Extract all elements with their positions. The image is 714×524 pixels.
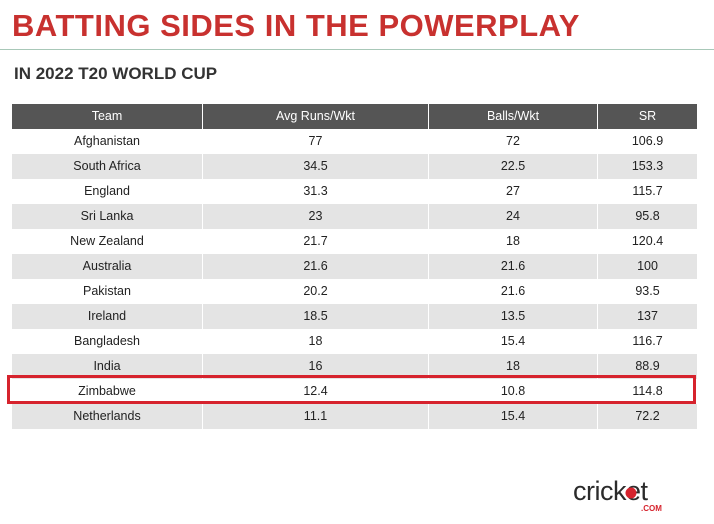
cell-balls-per-wkt: 18 (429, 229, 598, 254)
cell-balls-per-wkt: 21.6 (429, 254, 598, 279)
cell-sr: 88.9 (598, 354, 697, 379)
table-row: South Africa 34.5 22.5 153.3 (12, 154, 697, 179)
cell-avg-runs-per-wkt: 16 (203, 354, 429, 379)
table-row: Ireland 18.5 13.5 137 (12, 304, 697, 329)
table-row: England 31.3 27 115.7 (12, 179, 697, 204)
cell-sr: 116.7 (598, 329, 697, 354)
table-row: Afghanistan 77 72 106.9 (12, 129, 697, 154)
cell-sr: 95.8 (598, 204, 697, 229)
cell-sr: 93.5 (598, 279, 697, 304)
table-row: Zimbabwe 12.4 10.8 114.8 (12, 379, 697, 404)
cell-balls-per-wkt: 13.5 (429, 304, 598, 329)
cell-avg-runs-per-wkt: 11.1 (203, 404, 429, 429)
table-row: Netherlands 11.1 15.4 72.2 (12, 404, 697, 429)
stats-table: Team Avg Runs/Wkt Balls/Wkt SR Afghanist… (12, 104, 697, 429)
table-row: India 16 18 88.9 (12, 354, 697, 379)
cell-avg-runs-per-wkt: 12.4 (203, 379, 429, 404)
header-team: Team (12, 104, 203, 129)
cell-sr: 100 (598, 254, 697, 279)
cell-team: England (12, 179, 203, 204)
table-header-row: Team Avg Runs/Wkt Balls/Wkt SR (12, 104, 697, 129)
cell-sr: 115.7 (598, 179, 697, 204)
table-row: Pakistan 20.2 21.6 93.5 (12, 279, 697, 304)
cell-sr: 137 (598, 304, 697, 329)
table-row: Australia 21.6 21.6 100 (12, 254, 697, 279)
cell-team: Pakistan (12, 279, 203, 304)
cell-avg-runs-per-wkt: 34.5 (203, 154, 429, 179)
cell-team: South Africa (12, 154, 203, 179)
page-title: BATTING SIDES IN THE POWERPLAY (12, 8, 580, 43)
cell-balls-per-wkt: 21.6 (429, 279, 598, 304)
logo-ball-icon (625, 487, 637, 499)
logo-sub-text: .COM (641, 504, 662, 513)
header-avg-runs-per-wkt: Avg Runs/Wkt (203, 104, 429, 129)
cell-sr: 120.4 (598, 229, 697, 254)
highlight-box (7, 375, 696, 404)
cell-balls-per-wkt: 15.4 (429, 329, 598, 354)
cell-balls-per-wkt: 18 (429, 354, 598, 379)
cell-team: Afghanistan (12, 129, 203, 154)
cell-balls-per-wkt: 27 (429, 179, 598, 204)
cell-balls-per-wkt: 72 (429, 129, 598, 154)
cell-team: New Zealand (12, 229, 203, 254)
header-sr: SR (598, 104, 697, 129)
cell-sr: 72.2 (598, 404, 697, 429)
table-row: Bangladesh 18 15.4 116.7 (12, 329, 697, 354)
cell-sr: 153.3 (598, 154, 697, 179)
cell-balls-per-wkt: 22.5 (429, 154, 598, 179)
table-row: New Zealand 21.7 18 120.4 (12, 229, 697, 254)
cell-balls-per-wkt: 15.4 (429, 404, 598, 429)
page-subtitle: IN 2022 T20 WORLD CUP (14, 64, 218, 83)
cell-sr: 114.8 (598, 379, 697, 404)
cell-avg-runs-per-wkt: 18.5 (203, 304, 429, 329)
cell-balls-per-wkt: 24 (429, 204, 598, 229)
title-divider (0, 49, 714, 50)
cell-team: Sri Lanka (12, 204, 203, 229)
cell-avg-runs-per-wkt: 21.6 (203, 254, 429, 279)
header-balls-per-wkt: Balls/Wkt (429, 104, 598, 129)
cricket-com-logo: cricket .COM (573, 476, 662, 513)
cell-avg-runs-per-wkt: 31.3 (203, 179, 429, 204)
cell-avg-runs-per-wkt: 20.2 (203, 279, 429, 304)
cell-avg-runs-per-wkt: 77 (203, 129, 429, 154)
cell-avg-runs-per-wkt: 21.7 (203, 229, 429, 254)
cell-team: India (12, 354, 203, 379)
logo-text: cricket (573, 476, 649, 506)
cell-team: Australia (12, 254, 203, 279)
cell-avg-runs-per-wkt: 23 (203, 204, 429, 229)
cell-team: Ireland (12, 304, 203, 329)
cell-sr: 106.9 (598, 129, 697, 154)
cell-team: Bangladesh (12, 329, 203, 354)
table-row: Sri Lanka 23 24 95.8 (12, 204, 697, 229)
cell-avg-runs-per-wkt: 18 (203, 329, 429, 354)
cell-team: Zimbabwe (12, 379, 203, 404)
cell-team: Netherlands (12, 404, 203, 429)
cell-balls-per-wkt: 10.8 (429, 379, 598, 404)
